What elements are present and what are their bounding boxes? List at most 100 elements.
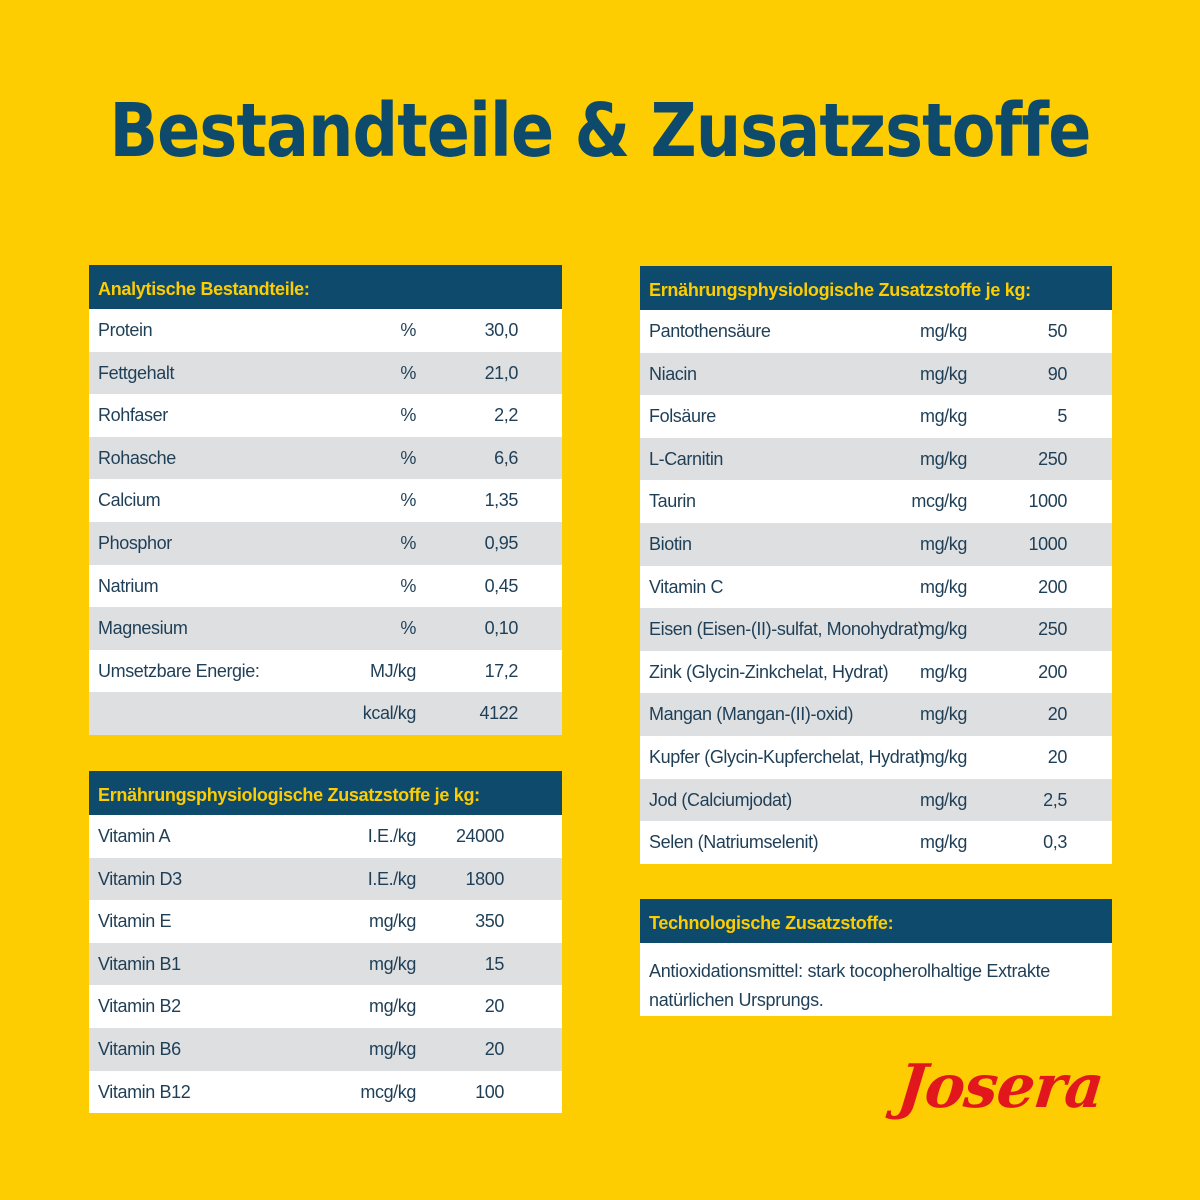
table-row: Vitamin A I.E./kg 24000 xyxy=(89,815,562,858)
row-unit: % xyxy=(400,490,416,511)
row-value: 1800 xyxy=(465,868,505,889)
row-unit: mg/kg xyxy=(368,1038,416,1059)
row-value: 20 xyxy=(1047,746,1068,767)
row-name: Umsetzbare Energie: xyxy=(98,660,260,681)
row-name: Zink (Glycin-Zinkchelat, Hydrat) xyxy=(649,661,889,682)
row-unit: mg/kg xyxy=(919,619,967,640)
row-value: 20 xyxy=(484,996,505,1017)
table-row: Vitamin C mg/kg 200 xyxy=(640,566,1112,609)
row-value: 2,2 xyxy=(494,405,518,426)
row-unit: mg/kg xyxy=(919,448,967,469)
row-name: Rohasche xyxy=(98,447,176,468)
table-row: Jod (Calciumjodat) mg/kg 2,5 xyxy=(640,778,1112,822)
row-unit: MJ/kg xyxy=(369,660,416,681)
table-row: Rohfaser% 2,2 xyxy=(89,394,562,437)
table-row: L-Carnitin mg/kg 250 xyxy=(640,437,1112,481)
row-unit: mg/kg xyxy=(919,789,967,810)
row-value: 0,95 xyxy=(484,532,519,553)
row-unit: mg/kg xyxy=(368,953,416,974)
table-row: Vitamin B1 mg/kg 15 xyxy=(89,942,562,986)
table-row: Phosphor% 0,95 xyxy=(89,521,562,565)
row-name: Protein xyxy=(98,320,153,340)
row-unit: mg/kg xyxy=(919,363,967,384)
row-name: Vitamin B1 xyxy=(98,953,181,974)
row-value: 15 xyxy=(484,953,505,974)
row-value: 30,0 xyxy=(484,320,519,340)
table-row: Eisen (Eisen-(II)-sulfat, Monohydrat) mg/… xyxy=(640,608,1112,651)
table-row: Vitamin D3 I.E./kg 1800 xyxy=(89,857,562,901)
row-value: 1000 xyxy=(1028,491,1068,512)
row-name: Rohfaser xyxy=(98,405,168,426)
row-value: 17,2 xyxy=(484,660,519,681)
row-value: 21,0 xyxy=(484,362,519,383)
technological-text: Antioxidationsmittel: stark tocopherolha… xyxy=(640,943,1112,1025)
row-value: 0,10 xyxy=(484,618,519,639)
row-value: 6,6 xyxy=(494,447,518,468)
table-row: Rohasche% 6,6 xyxy=(89,436,562,480)
row-value: 200 xyxy=(1038,661,1067,682)
row-name: Folsäure xyxy=(649,406,716,427)
row-value: 250 xyxy=(1038,619,1067,640)
table-row: Niacin mg/kg 90 xyxy=(640,352,1112,396)
row-unit: mg/kg xyxy=(919,832,967,853)
row-unit: mg/kg xyxy=(919,576,967,597)
additives-panel-header: Ernährungsphysiologische Zusatzstoffe je… xyxy=(640,266,1112,310)
row-unit: % xyxy=(400,320,416,340)
row-name: Pantothensäure xyxy=(649,321,771,341)
table-row: Kupfer (Glycin-Kupferchelat, Hydrat) mg/k… xyxy=(640,736,1112,779)
row-unit: % xyxy=(400,405,416,426)
table-row: Magnesium% 0,10 xyxy=(89,607,562,650)
table-row: Calcium% 1,35 xyxy=(89,479,562,522)
row-unit: mg/kg xyxy=(919,704,967,725)
row-unit: mg/kg xyxy=(919,533,967,554)
table-row: Pantothensäure mg/kg 50 xyxy=(640,310,1112,353)
row-value: 250 xyxy=(1038,448,1067,469)
row-unit: mg/kg xyxy=(368,996,416,1017)
technological-line-2: natürlichen Ursprungs. xyxy=(649,990,824,1010)
row-name: Niacin xyxy=(649,363,697,384)
table-row: Fettgehalt% 21,0 xyxy=(89,351,562,395)
table-row: Biotin mg/kg 1000 xyxy=(640,522,1112,566)
row-value: 350 xyxy=(475,911,504,932)
table-row: Selen (Natriumselenit) mg/kg 0,3 xyxy=(640,821,1112,864)
row-unit: I.E./kg xyxy=(367,868,417,889)
table-row: Taurin mcg/kg 1000 xyxy=(640,480,1112,523)
table-row: Mangan (Mangan-(II)-oxid) mg/kg 20 xyxy=(640,693,1112,736)
row-value: 20 xyxy=(484,1038,505,1059)
row-value: 4122 xyxy=(479,703,519,724)
row-unit: kcal/kg xyxy=(362,703,417,724)
row-value: 0,45 xyxy=(484,575,519,596)
row-unit: mg/kg xyxy=(919,406,967,427)
vitamins-panel-header: Ernährungsphysiologische Zusatzstoffe je… xyxy=(89,771,562,815)
table-row: Vitamin B2 mg/kg 20 xyxy=(89,985,562,1028)
row-name: Vitamin E xyxy=(98,911,172,932)
row-name: Vitamin B2 xyxy=(98,996,181,1017)
row-unit: % xyxy=(400,575,416,596)
row-unit: mcg/kg xyxy=(911,491,967,512)
row-value: 50 xyxy=(1047,321,1068,341)
technological-panel: Technologische Zusatzstoffe: Antioxidati… xyxy=(640,899,1112,1016)
page-title: Bestandteile & Zusatzstoffe xyxy=(109,88,1091,174)
row-value: 0,3 xyxy=(1043,832,1067,853)
row-name: Vitamin B12 xyxy=(98,1081,191,1102)
row-unit: % xyxy=(400,532,416,553)
technological-panel-header: Technologische Zusatzstoffe: xyxy=(640,899,1112,943)
table-row: Natrium% 0,45 xyxy=(89,565,562,608)
row-name: Eisen (Eisen-(II)-sulfat, Monohydrat) xyxy=(649,619,924,640)
row-value: 20 xyxy=(1047,704,1068,725)
table-row: Umsetzbare Energie: MJ/kg 17,2 xyxy=(89,650,562,693)
table-row: Protein% 30,0 xyxy=(89,309,562,352)
row-name: Selen (Natriumselenit) xyxy=(649,832,819,853)
row-unit: I.E./kg xyxy=(367,826,417,846)
row-unit: % xyxy=(400,618,416,639)
row-unit: mg/kg xyxy=(919,746,967,767)
row-name: Natrium xyxy=(98,575,159,596)
row-name: Vitamin D3 xyxy=(98,868,182,889)
row-value: 2,5 xyxy=(1043,789,1067,810)
table-row: Vitamin B6 mg/kg 20 xyxy=(89,1027,562,1071)
row-name: Jod (Calciumjodat) xyxy=(649,789,792,810)
table-row: Vitamin B12 mcg/kg 100 xyxy=(89,1071,562,1114)
josera-logo: Josera xyxy=(894,1052,1107,1122)
row-unit: mcg/kg xyxy=(360,1081,416,1102)
vitamins-panel: Ernährungsphysiologische Zusatzstoffe je… xyxy=(89,771,562,1114)
